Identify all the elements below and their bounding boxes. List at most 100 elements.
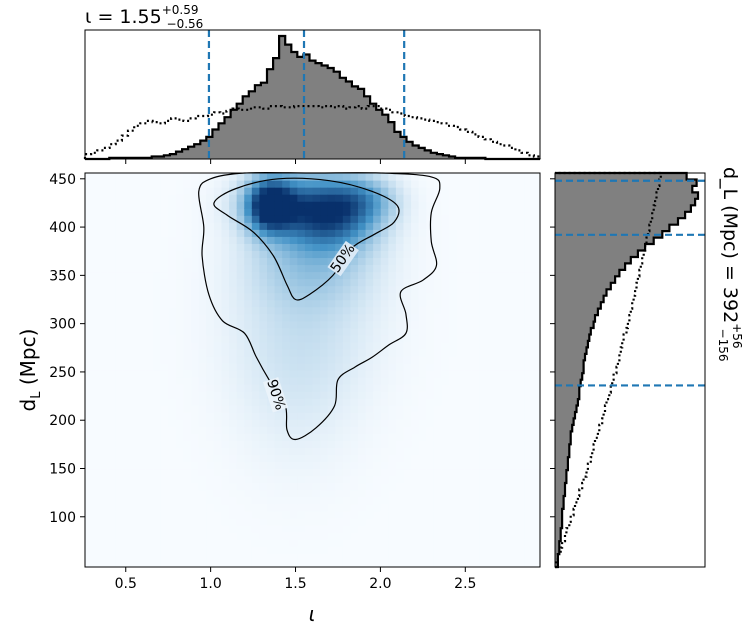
heatmap-cell <box>206 271 215 280</box>
heatmap-cell <box>304 320 314 329</box>
heatmap-cell <box>236 517 245 526</box>
heatmap-cell <box>449 257 458 266</box>
heatmap-cell <box>411 447 420 456</box>
heatmap-cell <box>395 306 405 315</box>
heatmap-cell <box>244 531 253 540</box>
heatmap-cell <box>320 510 329 519</box>
heatmap-cell <box>115 447 124 456</box>
heatmap-cell <box>138 201 147 209</box>
heatmap-cell <box>312 320 321 329</box>
heatmap-cell <box>206 362 215 371</box>
heatmap-cell <box>267 496 276 505</box>
heatmap-cell <box>464 355 473 364</box>
heatmap-cell <box>176 468 185 477</box>
heatmap-cell <box>138 447 147 456</box>
heatmap-cell <box>153 433 162 441</box>
heatmap-cell <box>289 299 298 308</box>
heatmap-cell <box>464 173 473 181</box>
heatmap-cell <box>153 236 162 244</box>
heatmap-cell <box>320 271 329 280</box>
heatmap-cell <box>176 306 185 315</box>
heatmap-cell <box>282 362 291 371</box>
heatmap-cell <box>509 440 518 448</box>
heatmap-cell <box>327 306 336 315</box>
heatmap-cell <box>183 187 192 195</box>
heatmap-cell <box>274 271 283 280</box>
heatmap-cell <box>244 370 253 378</box>
heatmap-cell <box>479 278 488 287</box>
heatmap-cell <box>471 236 480 244</box>
right-title-sub: −156 <box>716 329 730 362</box>
heatmap-cell <box>85 426 94 434</box>
heatmap-cell <box>145 187 154 195</box>
heatmap-cell <box>107 194 116 202</box>
heatmap-cell <box>335 552 344 561</box>
heatmap-cell <box>176 271 185 280</box>
heatmap-cell <box>244 489 253 498</box>
heatmap-cell <box>160 180 170 188</box>
heatmap-cell <box>342 292 352 301</box>
heatmap-cell <box>479 496 488 505</box>
heatmap-cell <box>122 391 132 399</box>
heatmap-cell <box>403 489 412 498</box>
heatmap-cell <box>471 348 480 357</box>
heatmap-cell <box>115 306 124 315</box>
heatmap-cell <box>183 468 192 477</box>
heatmap-cell <box>471 257 480 266</box>
heatmap-cell <box>274 306 283 315</box>
heatmap-cell <box>92 391 101 399</box>
heatmap-cell <box>274 468 283 477</box>
heatmap-cell <box>373 433 382 441</box>
heatmap-cell <box>517 433 526 441</box>
heatmap-cell <box>297 236 306 244</box>
heatmap-cell <box>464 362 473 371</box>
heatmap-cell <box>259 496 268 505</box>
heatmap-cell <box>304 243 314 251</box>
heatmap-cell <box>213 524 223 533</box>
heatmap-cell <box>213 187 223 195</box>
heatmap-cell <box>138 405 147 413</box>
heatmap-cell <box>494 173 503 181</box>
heatmap-cell <box>236 405 245 413</box>
heatmap-cell <box>244 355 253 364</box>
heatmap-cell <box>115 341 124 350</box>
heatmap-cell <box>388 503 397 512</box>
heatmap-cell <box>138 370 147 378</box>
heatmap-cell <box>388 468 397 477</box>
heatmap-cell <box>145 327 154 336</box>
heatmap-cell <box>259 222 268 230</box>
heatmap-cell <box>494 292 503 301</box>
heatmap-cell <box>395 405 405 413</box>
heatmap-cell <box>236 398 245 406</box>
heatmap-cell <box>411 433 420 441</box>
heatmap-cell <box>335 243 344 251</box>
heatmap-cell <box>229 313 238 322</box>
heatmap-cell <box>509 496 518 505</box>
heatmap-cell <box>486 173 496 181</box>
heatmap-cell <box>229 461 238 470</box>
heatmap-cell <box>449 531 458 540</box>
heatmap-cell <box>365 201 374 209</box>
top-title: ι = 1.55+0.59 −0.56 <box>85 3 203 31</box>
heatmap-cell <box>191 482 200 491</box>
heatmap-cell <box>138 257 147 266</box>
heatmap-cell <box>191 208 200 216</box>
heatmap-cell <box>426 257 435 266</box>
heatmap-cell <box>130 257 139 266</box>
heatmap-cell <box>297 250 306 259</box>
heatmap-cell <box>304 517 314 526</box>
heatmap-cell <box>122 475 132 484</box>
heatmap-cell <box>130 180 139 188</box>
heatmap-cell <box>517 545 526 554</box>
heatmap-cell <box>145 236 154 244</box>
heatmap-cell <box>153 187 162 195</box>
heatmap-cell <box>304 292 314 301</box>
heatmap-cell <box>236 285 245 294</box>
heatmap-cell <box>479 405 488 413</box>
heatmap-cell <box>471 510 480 519</box>
heatmap-cell <box>395 454 405 463</box>
heatmap-cell <box>153 299 162 308</box>
heatmap-cell <box>312 510 321 519</box>
heatmap-cell <box>153 208 162 216</box>
heatmap-cell <box>259 299 268 308</box>
